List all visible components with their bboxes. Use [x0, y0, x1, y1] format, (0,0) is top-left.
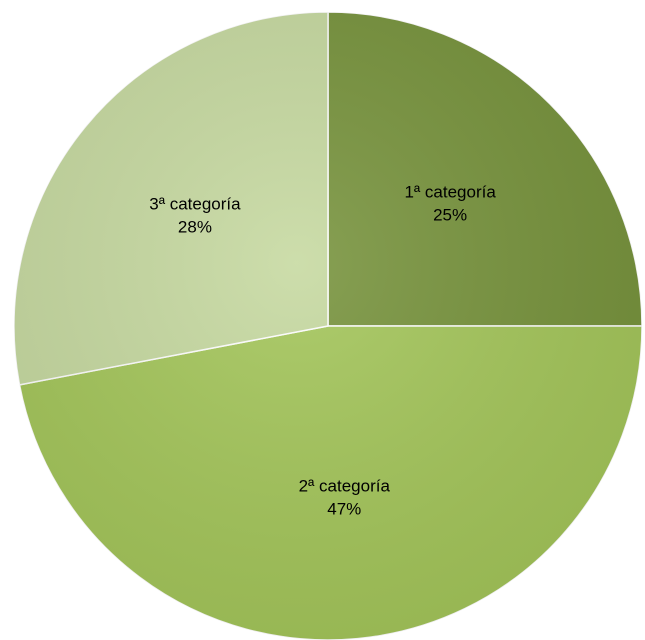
slice-label: 47%	[327, 499, 361, 518]
slice-label: 28%	[178, 217, 212, 236]
slice-label: 25%	[433, 205, 467, 224]
pie-slice	[327, 11, 643, 327]
slice-category: 3ª categoría	[149, 194, 241, 213]
slice-category: 1ª categoría	[404, 182, 496, 201]
slice-category: 2ª categoría	[299, 476, 391, 495]
